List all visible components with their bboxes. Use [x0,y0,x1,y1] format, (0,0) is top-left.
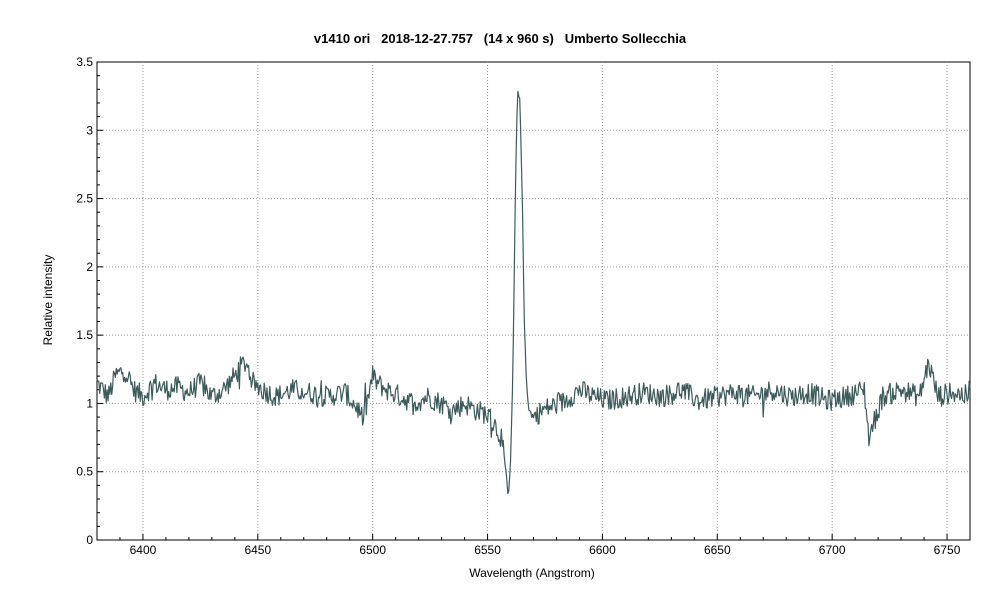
x-axis-label: Wavelength (Angstrom) [469,566,595,580]
y-tick-label: 0.5 [76,465,93,479]
x-axis-ticks: 6400 6450 6500 6550 6600 6650 6700 6750 [130,534,961,557]
spectrum-line [96,90,971,495]
x-tick-label: 6650 [704,543,731,557]
y-tick-label: 2.5 [76,192,93,206]
y-tick-label: 0 [86,533,93,547]
y-tick-label: 2 [86,260,93,274]
y-tick-label: 3 [86,123,93,137]
x-tick-label: 6550 [474,543,501,557]
y-tick-label: 3.5 [76,55,93,69]
plot-area [96,61,971,541]
x-tick-label: 6700 [819,543,846,557]
x-tick-label: 6400 [130,543,157,557]
y-axis-label: Relative intensity [41,254,55,346]
x-tick-label: 6450 [244,543,271,557]
x-tick-label: 6500 [359,543,386,557]
y-tick-label: 1 [86,396,93,410]
chart-title: v1410 ori 2018-12-27.757 (14 x 960 s) Um… [313,31,687,46]
x-tick-label: 6600 [589,543,616,557]
x-tick-label: 6750 [934,543,961,557]
y-axis-ticks: 0 0.5 1 1.5 2 2.5 3 3.5 [76,55,103,547]
y-tick-label: 1.5 [76,328,93,342]
